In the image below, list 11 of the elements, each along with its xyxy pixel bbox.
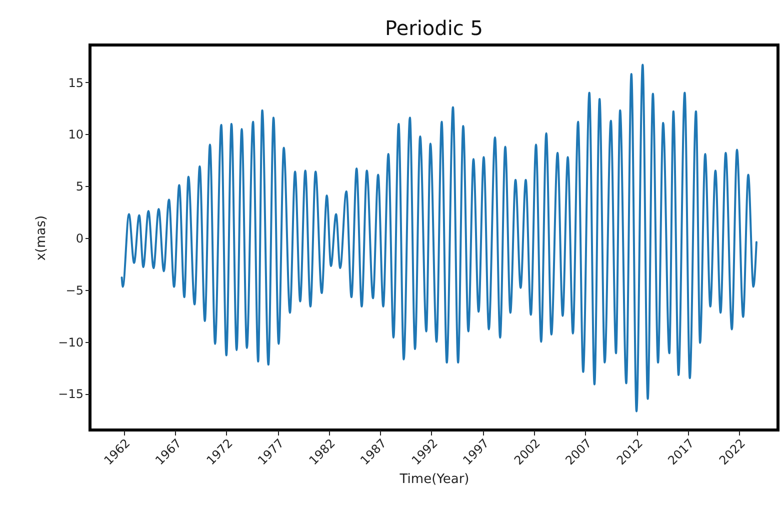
y-tick-label: 5 <box>76 180 84 194</box>
y-tick-label: −5 <box>66 283 84 298</box>
y-tick-label: −15 <box>58 387 84 402</box>
y-tick-label: 10 <box>68 128 84 142</box>
chart-title: Periodic 5 <box>385 16 483 40</box>
y-tick-label: −10 <box>58 335 84 350</box>
line-series <box>120 64 758 412</box>
y-axis-title: x(mas) <box>34 215 50 261</box>
y-tick-label: 15 <box>68 76 84 90</box>
x-axis-title: Time(Year) <box>398 472 470 487</box>
y-tick-label: 0 <box>76 232 84 246</box>
